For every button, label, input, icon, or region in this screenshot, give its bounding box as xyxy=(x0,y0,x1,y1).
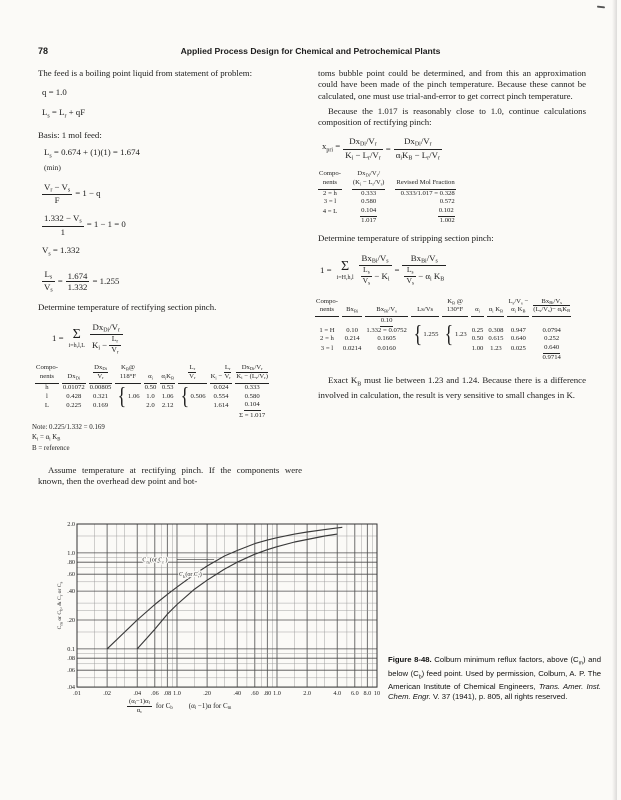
table-row: 4 = L 0.104 0.102 xyxy=(322,207,455,217)
sum-equation-stripping: 1 = Σ i=H,h,l BxBi/Vs Ls Vs − Ki = BxBi/… xyxy=(320,252,447,287)
svg-text:Cb(or Cs): Cb(or Cs) xyxy=(179,571,202,579)
scan-speck-artifact xyxy=(596,5,606,9)
x-axis-title: (αl−1)αl αc for Cb (αl −1)α for Cm xyxy=(127,698,232,714)
svg-text:.60: .60 xyxy=(251,690,259,697)
svg-text:.60: .60 xyxy=(67,571,75,578)
table-row: L 0.225 0.169 2.0 2.12 1.614 0.104 xyxy=(44,401,261,411)
equation-ls: Ls = Lr + qF xyxy=(42,106,86,120)
paragraph: toms bubble point could be determined, a… xyxy=(318,68,586,101)
svg-text:6.0: 6.0 xyxy=(351,690,359,697)
chart-svg: .01.02.04.06.08 1.0.20.40.60.80 1.0 2.0 4.0 6… xyxy=(57,521,380,697)
svg-text:.04: .04 xyxy=(67,684,75,691)
svg-text:0.1: 0.1 xyxy=(67,646,75,653)
running-title: Applied Process Design for Chemical and … xyxy=(180,46,441,56)
colburn-reflux-chart: .01.02.04.06.08 1.0.20.40.60.80 1.0 2.0 4.0 6… xyxy=(55,512,395,760)
equation-ratio: Ls Vs = 1.674 1.332 = 1.255 xyxy=(42,268,120,294)
svg-text:2.0: 2.0 xyxy=(67,521,75,528)
svg-text:.20: .20 xyxy=(203,690,211,697)
svg-text:Cm(or Cr ): Cm(or Cr ) xyxy=(142,557,167,565)
svg-text:Cm or Cb, & Cr or Cs: Cm or Cb, & Cr or Cs xyxy=(57,582,64,630)
determine-rectifying: Determine temperature of rectifying sect… xyxy=(38,302,217,313)
svg-text:2.0: 2.0 xyxy=(303,690,311,697)
figure-caption: Figure 8-48. Colburn minimum reflux fact… xyxy=(388,655,601,702)
basis-line: Basis: 1 mol feed: xyxy=(38,130,102,141)
sigma-operator: Σ i=h,l,L xyxy=(68,327,85,350)
svg-text:.08: .08 xyxy=(163,690,171,697)
page-number: 78 xyxy=(38,46,49,56)
equation-q: q = 1.0 xyxy=(42,87,67,98)
determine-stripping: Determine temperature of stripping secti… xyxy=(318,233,494,244)
table-row: 3 = l 0.0214 0.0160 1.00 1.23 0.025 0.64… xyxy=(320,344,561,354)
sum-equation-rectifying: 1 = Σ i=h,l,L DxDi/Vr Ki − Lr Vr xyxy=(52,322,302,357)
sigma-operator: Σ i=H,h,l xyxy=(336,258,354,281)
rectifying-pinch-table: Compo-nents DxDi DxDi Vr KB@ 118°F αi αiKB… xyxy=(32,364,272,420)
table-notes: Note: 0.225/1.332 = 0.169 Ki = αi KB B =… xyxy=(32,423,105,453)
svg-text:.06: .06 xyxy=(67,667,75,674)
brace-lsvs: {1.255 xyxy=(413,322,439,349)
scan-edge-artifact xyxy=(612,0,617,800)
brace-kb: {1.06 xyxy=(117,384,140,411)
header-row: Compo-nents DxDi DxDi Vr KB@ 118°F αi αiKB… xyxy=(35,364,269,384)
left-column: The feed is a boiling point liquid from … xyxy=(32,68,302,491)
right-column: toms bubble point could be determined, a… xyxy=(315,68,586,406)
equation-vr2: 1.332 − Vs 1 = 1 − 1 = 0 xyxy=(42,213,126,237)
svg-text:.80: .80 xyxy=(263,690,271,697)
equation-vr: Vr − Vs F = 1 − q xyxy=(42,181,101,206)
table-row: 2 = h 0.333 0.333/1.017 = 0.328 xyxy=(323,189,455,197)
svg-text:.02: .02 xyxy=(103,690,111,697)
paragraph: Exact KB must lie between 1.23 and 1.24.… xyxy=(318,374,586,401)
total-row: 0.9714 xyxy=(542,353,561,361)
table-row: 1 = H 0.10 0.10 1.332 = 0.0752 {1.255 {1.… xyxy=(315,317,571,347)
svg-text:10: 10 xyxy=(374,690,380,697)
svg-text:1.0: 1.0 xyxy=(67,550,75,557)
paragraph: Because the 1.017 is reasonably close to… xyxy=(318,105,586,128)
table-row: h 0.01072 0.00805 {1.06 0.50 0.53 {0.506… xyxy=(45,383,260,411)
svg-text:.06: .06 xyxy=(151,690,159,697)
svg-text:.40: .40 xyxy=(67,588,75,595)
svg-text:.01: .01 xyxy=(73,690,81,697)
header-row: Compo-nents BxBi BxBi/Vs Ls/Vs KB @130°F… xyxy=(315,298,572,317)
table-row: 2 = h 0.214 0.1605 0.50 0.615 0.640 0.25… xyxy=(320,335,560,343)
stripping-pinch-table: Compo-nents BxBi BxBi/Vs Ls/Vs KB @130°F… xyxy=(312,298,574,363)
paragraph: Assume temperature at rectifying pinch. … xyxy=(38,464,302,487)
table-row: l 0.428 0.321 1.0 1.06 0.554 0.580 xyxy=(46,392,260,400)
equation-basis: Ls = 0.674 + (1)(1) = 1.674 (min) xyxy=(44,146,140,173)
revised-mol-fraction-table: Compo-nents DxDi/Vr/(Ki − Lr/Vr) Revised… xyxy=(308,170,466,225)
paragraph: The feed is a boiling point liquid from … xyxy=(38,68,253,78)
min-label: (min) xyxy=(44,163,61,173)
fraction: 1.332 − Vs 1 xyxy=(42,213,84,237)
svg-text:8.0: 8.0 xyxy=(363,690,371,697)
svg-text:.04: .04 xyxy=(133,690,141,697)
sum-row: Σ = 1.017 xyxy=(239,411,266,419)
svg-text:.08: .08 xyxy=(67,655,75,662)
fraction: Vr − Vs F xyxy=(42,181,73,206)
table-row: 3 = l 0.580 0.572 xyxy=(323,198,455,206)
svg-text:.20: .20 xyxy=(67,617,75,624)
header-row: Compo-nents DxDi/Vr/(Ki − Lr/Vr) Revised… xyxy=(318,170,456,190)
equation-vs: Vs = 1.332 xyxy=(42,244,80,258)
svg-text:4.0: 4.0 xyxy=(333,690,341,697)
svg-text:.80: .80 xyxy=(67,559,75,566)
figure-label: Figure 8-48. xyxy=(388,655,432,664)
total-row: 1.017 1.002 xyxy=(361,216,455,224)
equation-xpri: xpri = DxDi/Vr Ki − Lr/Vr = DxDi/Vr αiKB… xyxy=(322,136,442,162)
brace-lrvr: {0.506 xyxy=(180,384,206,411)
svg-text:1.0: 1.0 xyxy=(273,690,281,697)
brace-kb: {1.23 xyxy=(444,322,467,349)
svg-text:.40: .40 xyxy=(233,690,241,697)
svg-text:1.0: 1.0 xyxy=(173,690,181,697)
